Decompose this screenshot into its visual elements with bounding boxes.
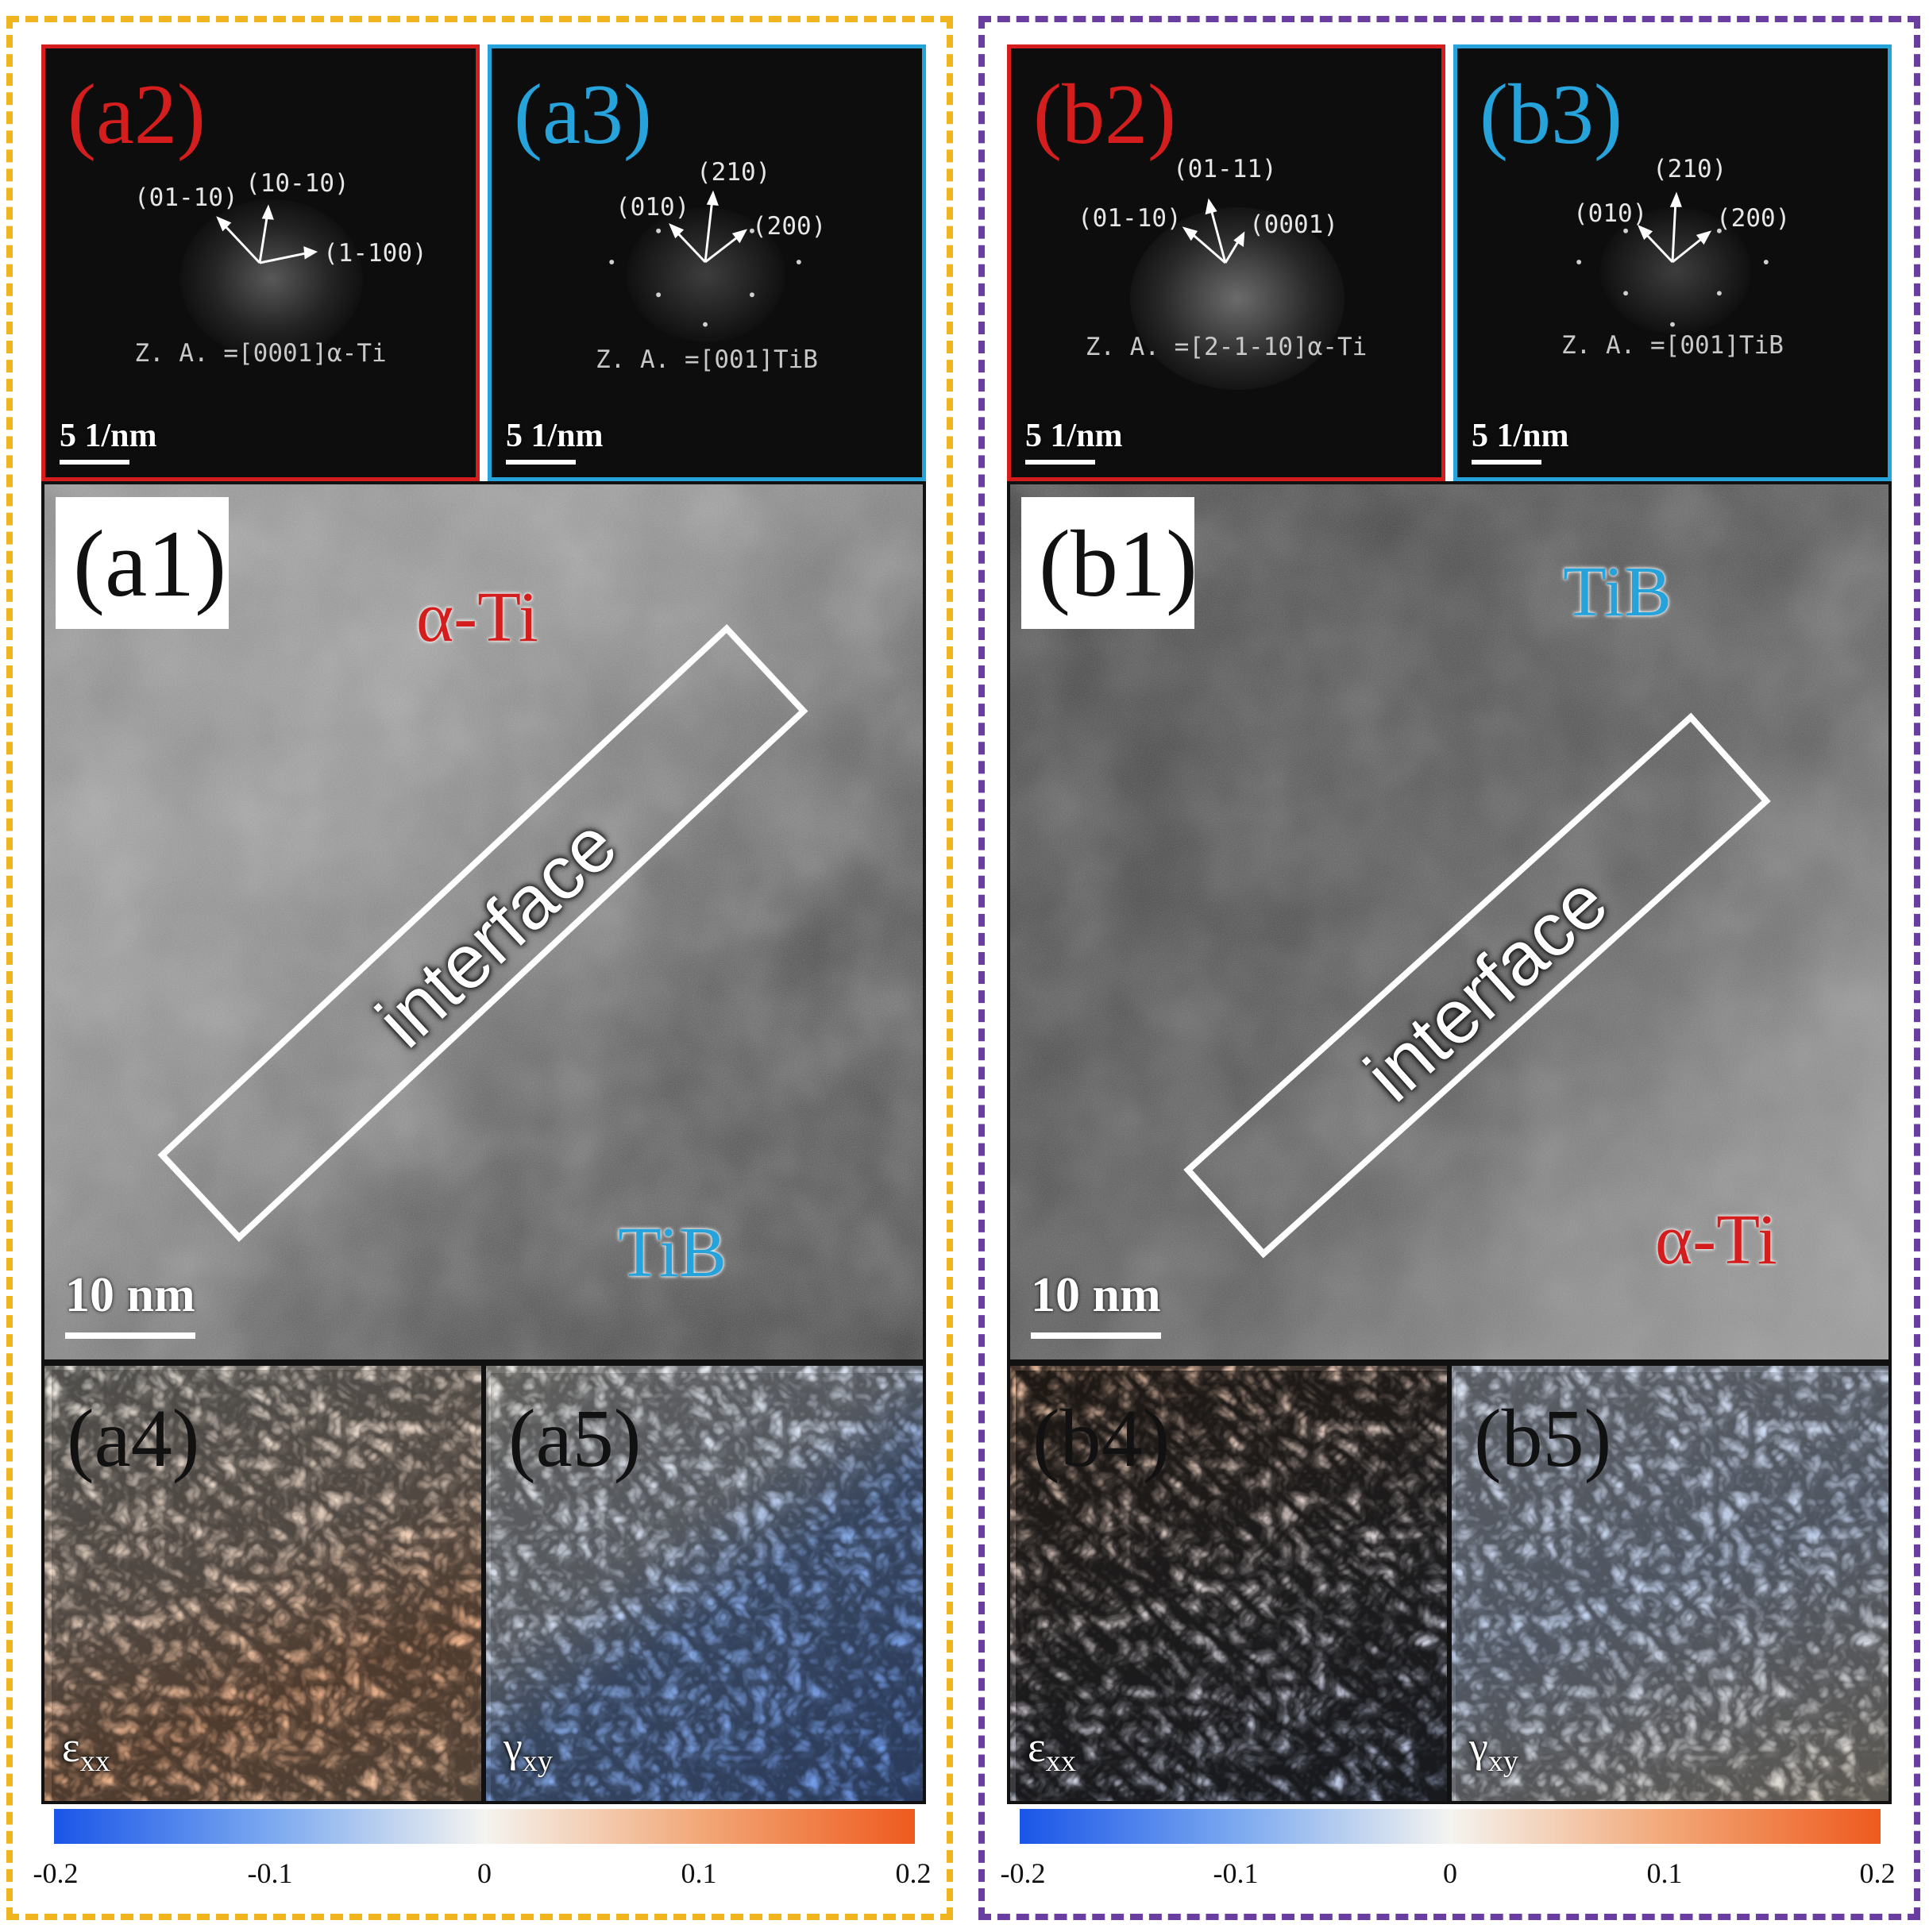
panel-label-b5: (b5) <box>1474 1393 1612 1484</box>
colorbar-tick: -0.2 <box>1000 1857 1046 1889</box>
reciprocal-vector-arrows <box>1182 198 1245 264</box>
zone-axis-label: Z. A. =[001]TiB <box>1561 331 1784 360</box>
scale-bar <box>65 1332 195 1339</box>
fft-panel-a2: (a2) (01-10) (10-10) (1-100) Z. A. =[000… <box>41 44 480 481</box>
panel-label-a2: (a2) <box>68 67 206 162</box>
strain-component-label: γxy <box>503 1723 553 1778</box>
reciprocal-vector-arrows <box>1576 191 1769 327</box>
panel-label-box <box>56 497 229 629</box>
scale-bar-label: 10 nm <box>65 1268 195 1322</box>
hrtem-texture <box>1010 484 1888 1359</box>
colorbar-tick: 0 <box>477 1857 492 1889</box>
scale-bar-label: 10 nm <box>1031 1268 1161 1322</box>
phase-label-tib: TiB <box>618 1213 727 1292</box>
fft-panel-b2: (b2) (01-11) (01-10) (0001) Z. A. =[2-1-… <box>1007 44 1445 481</box>
colorbar-tick: -0.1 <box>247 1857 293 1889</box>
zone-axis-label: Z. A. =[0001]α-Ti <box>134 339 387 368</box>
colorbar-tick: 0.1 <box>1646 1857 1683 1889</box>
panel-label-a1: (a1) <box>73 511 227 616</box>
miller-index-label: (200) <box>1716 204 1791 233</box>
phase-label-alpha-ti: α-Ti <box>1655 1201 1777 1279</box>
strain-map-b5: (b5) γxy <box>1449 1363 1892 1804</box>
scale-bar-label: 5 1/nm <box>1472 418 1569 454</box>
scale-bar-label: 5 1/nm <box>60 418 157 454</box>
miller-index-label: (0001) <box>1249 210 1338 239</box>
hrtem-texture <box>44 484 923 1359</box>
panel-label-b4: (b4) <box>1032 1393 1171 1484</box>
miller-index-label: (210) <box>1653 155 1727 183</box>
panel-label-b2: (b2) <box>1033 67 1176 162</box>
miller-index-label: (1-100) <box>323 239 427 268</box>
panel-label-a3: (a3) <box>514 67 652 162</box>
strain-map-b4: (b4) εxx <box>1007 1363 1450 1804</box>
panel-label-b3: (b3) <box>1480 67 1622 162</box>
phase-label-alpha-ti: α-Ti <box>416 578 538 657</box>
zone-axis-label: Z. A. =[001]TiB <box>596 345 818 374</box>
hrtem-panel-b1: (b1) TiB interface α-Ti 10 nm <box>1007 481 1892 1363</box>
hrtem-panel-a1: (a1) α-Ti interface TiB 10 nm <box>41 481 926 1363</box>
colorbar-tick: 0.1 <box>681 1857 717 1889</box>
colorbar-tick: -0.2 <box>33 1857 79 1889</box>
colorbar-tick: 0 <box>1443 1857 1457 1889</box>
strain-component-label: γxy <box>1469 1723 1518 1778</box>
reciprocal-vector-arrows <box>609 190 801 327</box>
miller-index-label: (01-10) <box>134 183 238 212</box>
miller-index-label: (200) <box>752 212 827 241</box>
miller-index-label: (010) <box>615 193 690 222</box>
colorbar-tick: -0.1 <box>1213 1857 1259 1889</box>
scale-bar <box>60 460 129 465</box>
panel-label-box <box>1021 497 1194 629</box>
strain-map-a4: (a4) εxx <box>41 1363 484 1804</box>
strain-component-label: εxx <box>1028 1723 1076 1778</box>
scale-bar-label: 5 1/nm <box>1025 418 1123 454</box>
miller-index-label: (010) <box>1573 199 1648 228</box>
scale-bar <box>1472 460 1541 465</box>
strain-texture <box>44 1366 481 1801</box>
fft-panel-a3: (a3) (010) (210) (200) Z. A. =[001]TiB 5… <box>488 44 926 481</box>
strain-map-a5: (a5) γxy <box>483 1363 926 1804</box>
scale-bar <box>506 460 576 465</box>
colorbar-b <box>1020 1809 1881 1844</box>
miller-index-label: (01-10) <box>1078 204 1182 233</box>
panel-label-a4: (a4) <box>67 1393 200 1484</box>
miller-index-label: (10-10) <box>245 169 349 198</box>
strain-texture <box>1452 1366 1888 1801</box>
colorbar-a <box>54 1809 915 1844</box>
zone-axis-label: Z. A. =[2-1-10]α-Ti <box>1085 333 1368 361</box>
group-a-frame <box>6 16 953 1920</box>
scale-bar <box>1025 460 1095 465</box>
miller-index-label: (210) <box>696 158 771 187</box>
colorbar-tick: 0.2 <box>1859 1857 1896 1889</box>
strain-component-label: εxx <box>62 1723 110 1778</box>
miller-index-label: (01-11) <box>1173 155 1277 183</box>
strain-texture <box>1010 1366 1447 1801</box>
reciprocal-vector-arrows <box>216 204 318 264</box>
group-b-frame <box>978 16 1920 1920</box>
fft-panel-b3: (b3) (210) (010) (200) Z. A. =[001]TiB 5… <box>1453 44 1892 481</box>
phase-label-tib: TiB <box>1563 553 1672 631</box>
strain-texture <box>486 1366 923 1801</box>
panel-label-a5: (a5) <box>508 1393 642 1484</box>
colorbar-tick: 0.2 <box>895 1857 932 1889</box>
scale-bar-label: 5 1/nm <box>506 418 604 454</box>
scale-bar <box>1031 1332 1161 1339</box>
panel-label-b1: (b1) <box>1039 511 1198 616</box>
